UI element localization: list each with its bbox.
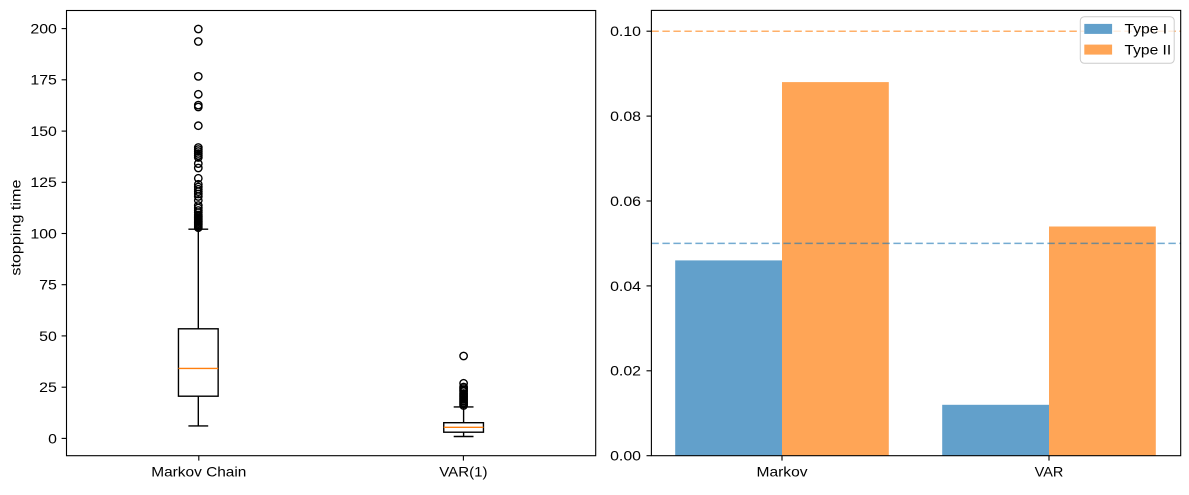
svg-text:stopping time: stopping time: [8, 179, 24, 275]
svg-text:100: 100: [30, 225, 57, 241]
svg-text:Type I: Type I: [1125, 21, 1168, 37]
svg-text:0.00: 0.00: [610, 448, 641, 464]
svg-text:150: 150: [30, 123, 57, 139]
svg-text:0.04: 0.04: [610, 278, 641, 294]
svg-text:200: 200: [30, 21, 57, 37]
svg-text:75: 75: [39, 277, 57, 293]
svg-text:VAR(1): VAR(1): [439, 464, 487, 480]
svg-text:0.10: 0.10: [610, 23, 641, 39]
svg-text:Markov Chain: Markov Chain: [151, 464, 246, 480]
svg-text:Markov: Markov: [757, 464, 808, 480]
svg-text:0: 0: [48, 430, 57, 446]
svg-text:125: 125: [30, 174, 57, 190]
svg-text:0.08: 0.08: [610, 108, 641, 124]
svg-text:25: 25: [39, 379, 57, 395]
svg-text:VAR: VAR: [1035, 464, 1064, 480]
svg-text:Type II: Type II: [1125, 41, 1172, 57]
svg-text:50: 50: [39, 328, 57, 344]
svg-text:0.06: 0.06: [610, 193, 641, 209]
svg-text:0.02: 0.02: [610, 363, 641, 379]
svg-text:175: 175: [30, 72, 57, 88]
